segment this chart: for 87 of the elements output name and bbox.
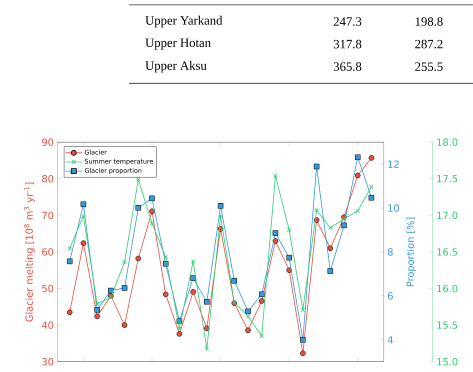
point [272, 230, 278, 236]
point [260, 334, 264, 339]
y-tick-label: 90 [42, 138, 54, 146]
point [94, 307, 100, 313]
point [328, 246, 334, 252]
point [300, 337, 306, 343]
point [245, 328, 251, 334]
point [314, 164, 320, 170]
y-tick-label: 70 [42, 212, 54, 220]
y2-tick-label: 8 [388, 248, 393, 256]
y3-tick-label: 17.0 [437, 212, 458, 220]
point [204, 299, 210, 305]
point [356, 208, 360, 214]
y-axis-title: Glacier melting [10$^{8}$ m$^{3}$ yr$^{-1}$] [24, 182, 35, 322]
point [204, 346, 210, 351]
point [204, 326, 210, 332]
y2-tick-label: 4 [388, 336, 393, 344]
point [190, 259, 196, 264]
point [66, 310, 72, 316]
point [135, 205, 142, 211]
y-tick-label: 50 [42, 285, 54, 292]
point [354, 172, 361, 178]
point [258, 298, 265, 304]
y3-tick-label: 17.5 [437, 175, 458, 183]
point [300, 308, 306, 312]
point [341, 222, 347, 228]
point [286, 228, 292, 232]
point [150, 221, 154, 226]
text: 255.5 [415, 62, 443, 72]
point [122, 260, 127, 265]
y-tick-label: 40 [42, 322, 54, 330]
point [80, 202, 86, 208]
point [108, 288, 114, 294]
text: 317.8 [334, 40, 362, 49]
point [122, 322, 128, 328]
point [368, 155, 374, 161]
y2-tick-label: 6 [388, 292, 393, 300]
point [273, 174, 278, 178]
point [177, 326, 182, 332]
point [164, 255, 168, 260]
y2-tick-label: 10 [388, 204, 400, 212]
y3-tick-label: 18.0 [437, 138, 458, 146]
point [149, 196, 155, 202]
y2-tick-label: 12 [388, 160, 399, 168]
point [149, 208, 155, 214]
y3-tick-label: 16.0 [437, 285, 458, 292]
point [286, 268, 292, 274]
y-tick-label: 30 [42, 358, 54, 366]
point [136, 178, 140, 182]
point [342, 217, 346, 222]
text: Upper Yarkand [145, 16, 222, 28]
y-tick-label: 80 [42, 175, 54, 183]
point [94, 314, 100, 320]
text: 365.8 [334, 62, 362, 72]
point [81, 214, 86, 218]
point [66, 258, 72, 264]
point [314, 208, 319, 213]
y-tick-label: 60 [42, 248, 54, 256]
text: 287.2 [415, 40, 442, 49]
point [245, 308, 251, 314]
y3-tick-label: 15.5 [437, 322, 458, 329]
y3-tick-label: 16.5 [437, 248, 458, 256]
point [80, 240, 86, 246]
point [328, 268, 334, 274]
point [94, 302, 100, 306]
point [286, 255, 292, 261]
text: Upper Aksu [145, 61, 207, 73]
text: 247.3 [334, 18, 362, 26]
point [122, 285, 128, 291]
point [232, 278, 238, 284]
y2-axis-title: Proportion [%] [406, 218, 416, 286]
point [190, 276, 196, 282]
point [190, 289, 196, 295]
point [258, 292, 265, 298]
point [135, 256, 142, 262]
point [328, 226, 332, 230]
point [218, 203, 224, 209]
point [246, 314, 250, 319]
point [218, 214, 223, 218]
point [300, 350, 306, 356]
text: Upper Hotan [145, 38, 211, 50]
text: 198.8 [416, 17, 443, 26]
point [368, 195, 374, 201]
point [176, 331, 182, 337]
point [354, 154, 361, 160]
point [162, 292, 168, 298]
y3-tick-label: 15.0 [437, 358, 458, 366]
